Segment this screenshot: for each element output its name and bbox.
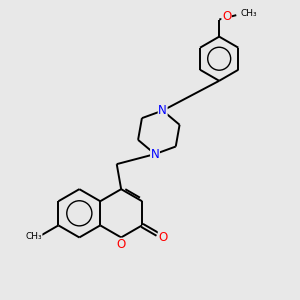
Text: O: O: [116, 238, 126, 251]
Text: CH₃: CH₃: [25, 232, 42, 241]
Text: N: N: [158, 104, 167, 117]
Text: O: O: [158, 231, 168, 244]
Text: CH₃: CH₃: [240, 9, 257, 18]
Text: O: O: [222, 10, 231, 23]
Text: N: N: [151, 148, 159, 160]
